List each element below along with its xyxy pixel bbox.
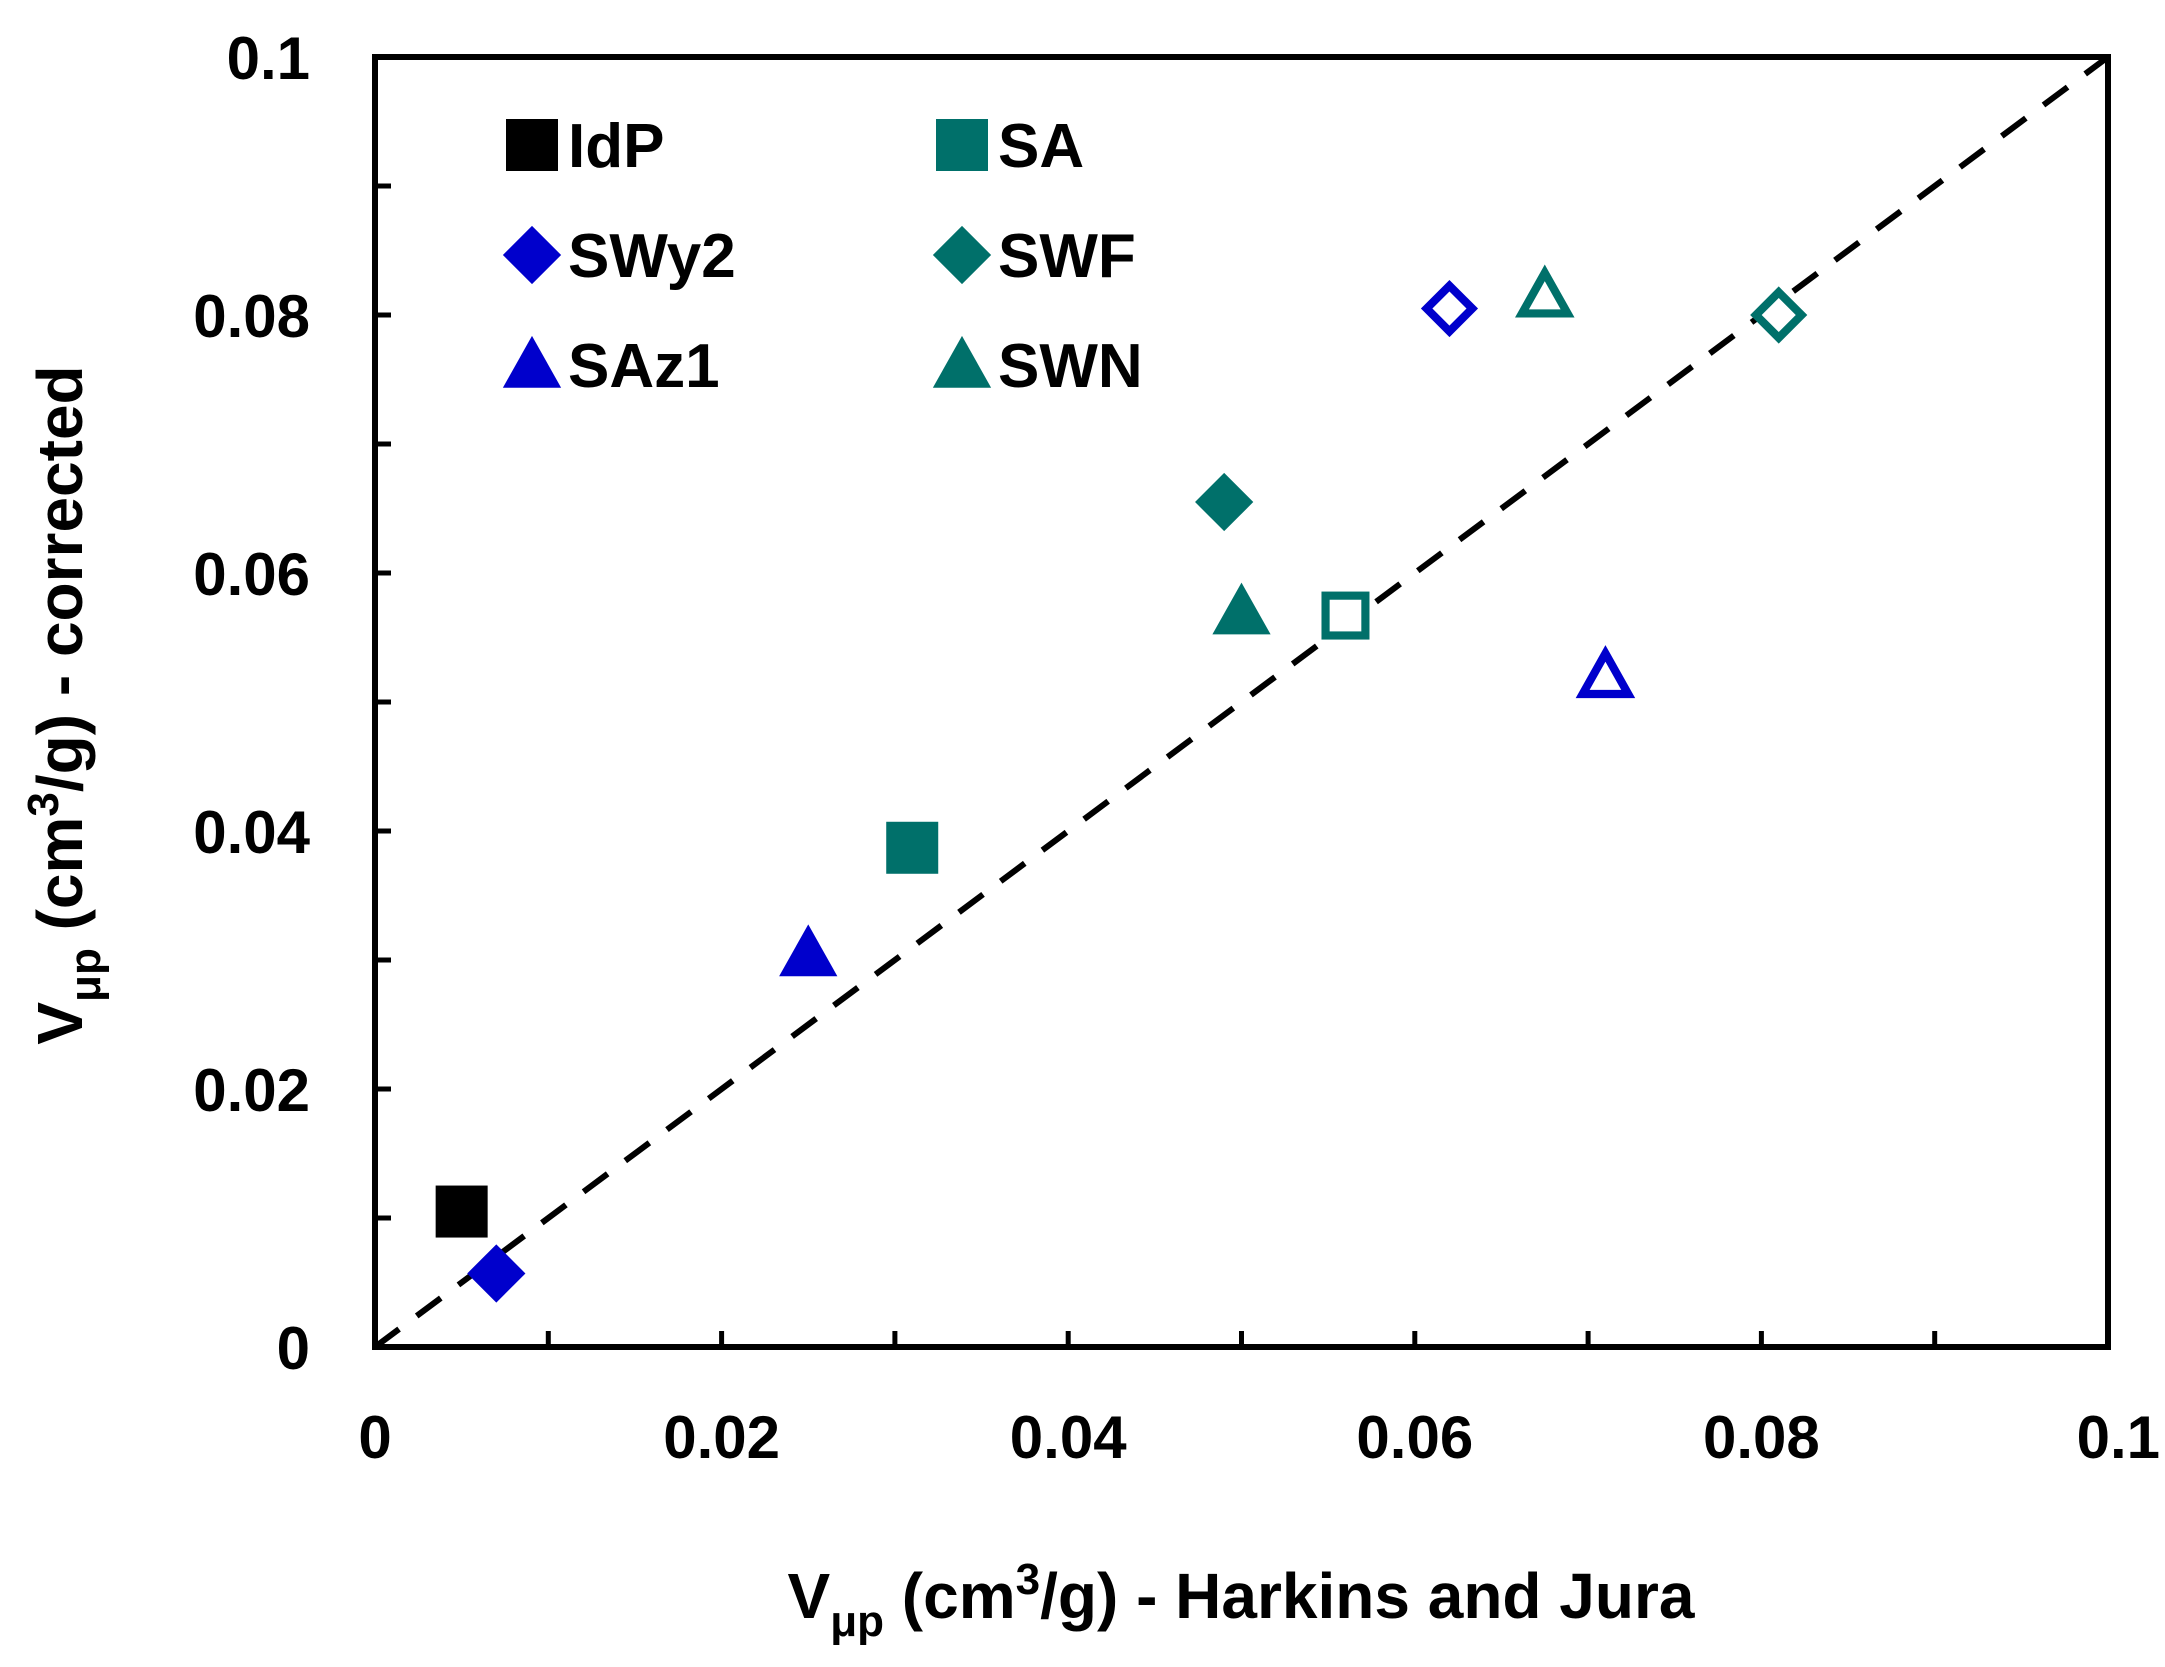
x-title-superscript: 3 [1016,1555,1040,1604]
x-axis-tick-labels: 0 0.02 0.04 0.06 0.08 0.1 [358,1404,2160,1471]
x-title-post: /g) - Harkins and Jura [1040,1560,1695,1632]
legend-marker-idp [506,119,558,171]
x-title-base: V [788,1560,831,1632]
legend-label-saz1: SAz1 [568,332,720,401]
y-title-subscript: μp [61,948,110,1002]
point-saz1-filled [779,924,838,977]
legend-marker-swy2 [502,225,562,285]
legend: IdP SA SWy2 SWF SAz1 SWN [502,112,1143,401]
x-tick-label: 0 [358,1404,391,1471]
point-swf-filled [1195,472,1254,532]
y-title-post: /g) - corrected [24,365,96,792]
x-title-pre: (cm [884,1560,1016,1632]
point-saz1-open [1575,645,1636,699]
legend-marker-swn [932,335,992,388]
x-title-subscript: μp [830,1597,884,1646]
x-axis-ticks [545,1331,1938,1347]
legend-marker-swf [932,225,992,285]
x-tick-label: 0.1 [2077,1404,2160,1471]
y-tick-label: 0.1 [227,25,310,92]
data-points [435,264,1808,1303]
x-tick-label: 0.04 [1010,1404,1127,1471]
y-tick-label: 0 [277,1315,310,1382]
y-tick-label: 0.06 [193,541,310,608]
y-title-pre: (cm [24,817,96,949]
y-tick-label: 0.08 [193,283,310,350]
x-tick-label: 0.02 [663,1404,780,1471]
point-sa-filled [886,821,939,874]
y-tick-label: 0.04 [193,799,310,866]
y-axis-title: Vμp (cm3/g) - corrected [19,365,110,1044]
point-idp-filled [435,1185,488,1238]
legend-label-swy2: SWy2 [568,222,736,291]
point-swy2-filled [467,1244,526,1303]
point-swn-open [1515,264,1575,318]
legend-marker-saz1 [502,335,562,388]
x-tick-label: 0.08 [1703,1404,1820,1471]
y-tick-label: 0.02 [193,1057,310,1124]
x-axis-title: Vμp (cm3/g) - Harkins and Jura [788,1555,1695,1646]
y-axis-ticks [375,183,391,1221]
legend-label-swf: SWF [998,222,1136,291]
legend-label-idp: IdP [568,112,664,181]
point-swf-open [1750,286,1808,344]
legend-marker-sa [936,119,988,171]
point-swy2-open [1420,279,1479,338]
y-title-superscript: 3 [19,792,68,816]
y-title-base: V [24,1002,96,1045]
x-tick-label: 0.06 [1356,1404,1473,1471]
legend-label-swn: SWN [998,332,1143,401]
legend-label-sa: SA [998,112,1084,181]
point-sa-open [1321,591,1370,640]
y-axis-tick-labels: 0 0.02 0.04 0.06 0.08 0.1 [193,25,310,1382]
point-swn-filled [1212,582,1271,635]
